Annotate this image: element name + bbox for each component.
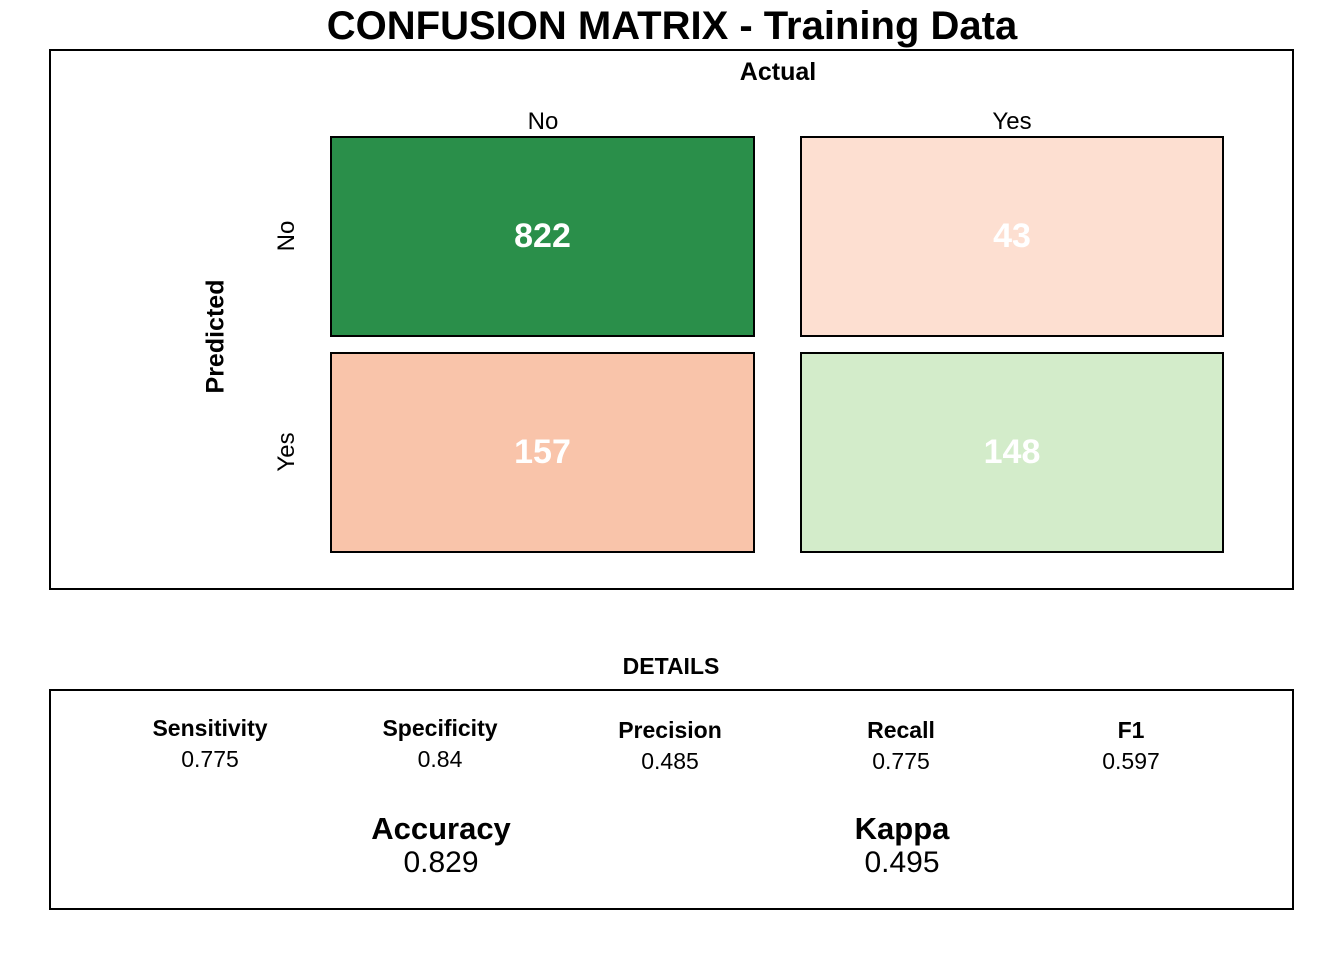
metric-name: Accuracy [371, 811, 511, 846]
predicted-label-yes: Yes [273, 432, 300, 472]
metric-precision: Precision 0.485 [560, 716, 780, 778]
metric-name: F1 [1117, 717, 1145, 743]
details-title: DETAILS [622, 653, 720, 679]
metric-value: 0.597 [1102, 748, 1160, 774]
actual-label-no: No [527, 108, 559, 135]
metric-specificity: Specificity 0.84 [330, 714, 550, 776]
metric-kappa: Kappa 0.495 [752, 812, 1052, 880]
metric-name: Recall [867, 717, 935, 743]
metric-name: Kappa [854, 811, 950, 846]
matrix-panel [49, 49, 1294, 590]
metric-name: Specificity [382, 715, 498, 741]
metric-sensitivity: Sensitivity 0.775 [100, 714, 320, 776]
metric-value: 0.84 [417, 746, 463, 772]
metric-value: 0.485 [641, 748, 699, 774]
predicted-label-no: No [273, 220, 300, 252]
actual-label-yes: Yes [992, 108, 1032, 135]
metric-f1: F1 0.597 [1021, 716, 1241, 778]
metric-accuracy: Accuracy 0.829 [291, 812, 591, 880]
chart-title: CONFUSION MATRIX - Training Data [326, 4, 1018, 48]
actual-axis-label: Actual [739, 58, 817, 86]
metric-value: 0.495 [864, 846, 940, 879]
metric-name: Sensitivity [152, 715, 268, 741]
predicted-axis-label: Predicted [201, 279, 230, 394]
cell-predicted-no-actual-yes: 43 [800, 136, 1224, 337]
metric-name: Precision [618, 717, 722, 743]
cell-predicted-yes-actual-yes: 148 [800, 352, 1224, 553]
metric-value: 0.829 [403, 846, 479, 879]
metric-value: 0.775 [181, 746, 239, 772]
metric-value: 0.775 [872, 748, 930, 774]
details-panel [49, 689, 1294, 910]
metric-recall: Recall 0.775 [791, 716, 1011, 778]
cell-predicted-yes-actual-no: 157 [330, 352, 755, 553]
cell-predicted-no-actual-no: 822 [330, 136, 755, 337]
